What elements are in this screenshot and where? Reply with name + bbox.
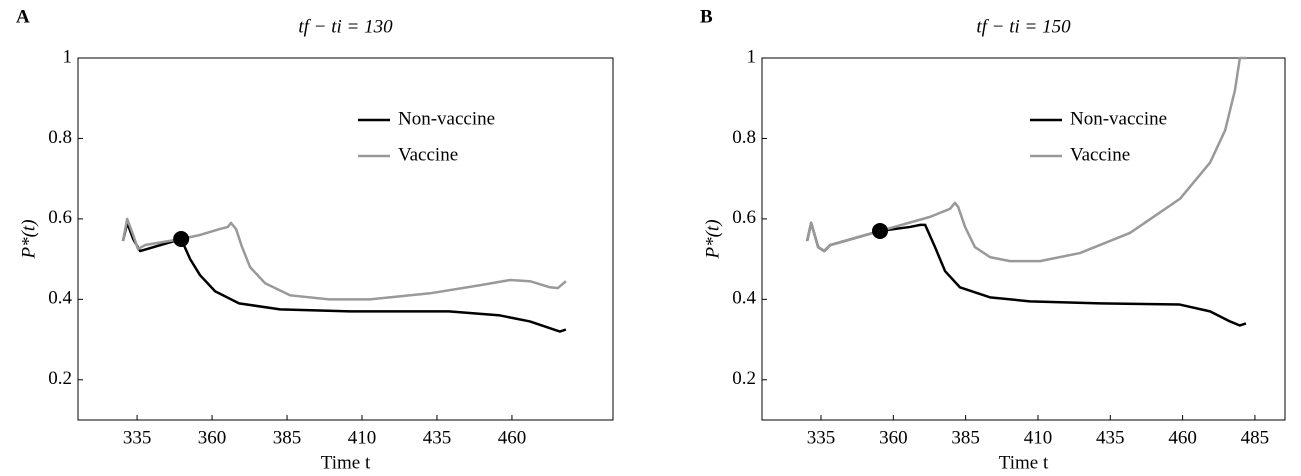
y-tick-label: 0.8	[732, 127, 756, 148]
y-tick-label: 0.2	[48, 368, 72, 389]
legend-label: Vaccine	[398, 144, 458, 165]
chart-title: tf − ti = 150	[976, 16, 1071, 37]
y-tick-label: 0.6	[732, 207, 756, 228]
legend-label: Non-vaccine	[398, 108, 495, 129]
x-axis-label: Time t	[999, 452, 1049, 473]
x-tick-label: 435	[1096, 427, 1125, 448]
x-tick-label: 460	[1168, 427, 1197, 448]
marker-point	[872, 222, 889, 239]
x-tick-label: 360	[879, 427, 908, 448]
line-series	[805, 221, 1247, 327]
y-tick-label: 0.6	[48, 207, 72, 228]
y-tick-label: 0.4	[732, 288, 756, 309]
y-tick-label: 0.8	[48, 127, 72, 148]
x-tick-label: 410	[1024, 427, 1053, 448]
marker-point	[173, 231, 190, 247]
x-tick-label: 485	[1241, 427, 1270, 448]
y-tick-label: 0.4	[48, 288, 72, 309]
y-tick-label: 1	[63, 46, 73, 67]
line-series	[121, 217, 567, 301]
y-tick-label: 0.2	[732, 368, 756, 389]
x-tick-label: 360	[198, 427, 227, 448]
y-axis-label: P*(t)	[702, 219, 723, 259]
y-tick-label: 1	[747, 46, 757, 67]
chart-title: tf − ti = 130	[298, 16, 393, 37]
x-tick-label: 460	[498, 427, 527, 448]
x-axis-label: Time t	[321, 452, 371, 473]
legend-label: Vaccine	[1070, 144, 1130, 165]
x-tick-label: 435	[423, 427, 452, 448]
line-series	[121, 221, 567, 333]
panel-label: B	[700, 6, 713, 27]
x-tick-label: 410	[348, 427, 377, 448]
x-tick-label: 335	[123, 427, 152, 448]
x-tick-label: 385	[273, 427, 302, 448]
y-axis-label: P*(t)	[18, 219, 39, 259]
line-series	[805, 56, 1247, 263]
legend-label: Non-vaccine	[1070, 108, 1167, 129]
x-tick-label: 385	[951, 427, 980, 448]
panel-label: A	[16, 6, 30, 27]
plot-frame	[761, 57, 1286, 421]
x-tick-label: 335	[807, 427, 836, 448]
plot-frame	[77, 57, 614, 421]
